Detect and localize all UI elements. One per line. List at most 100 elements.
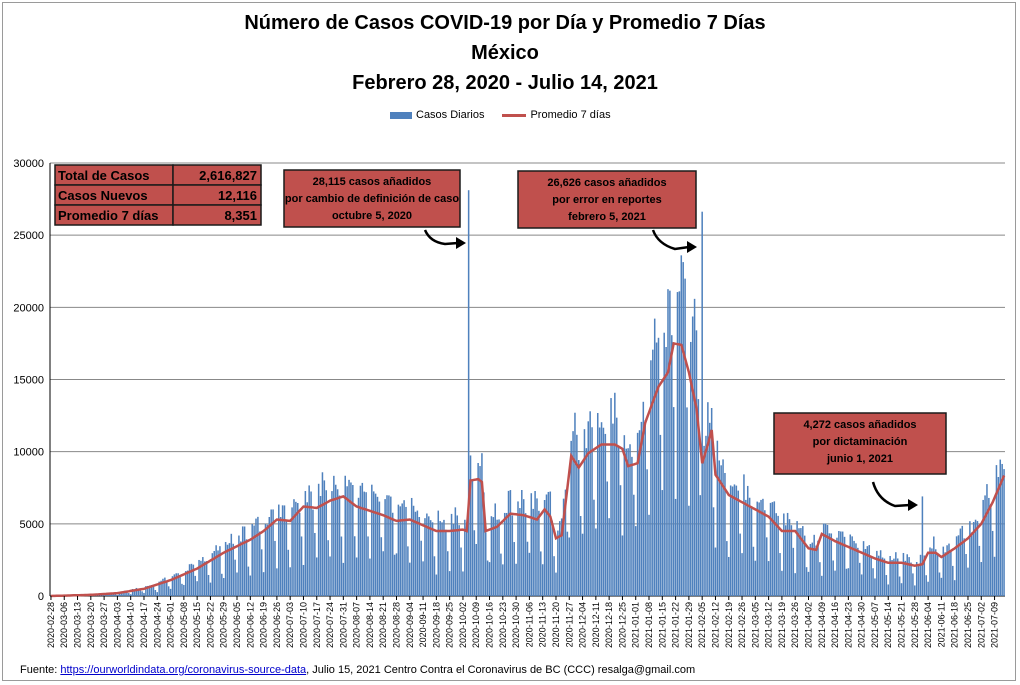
daily-bar (215, 545, 217, 596)
daily-bar (648, 514, 650, 596)
x-tick-label: 2020-02-28 (46, 602, 56, 648)
legend-line-swatch (502, 113, 527, 117)
daily-bar (883, 558, 886, 596)
daily-bar (617, 447, 620, 596)
daily-bar (555, 572, 557, 596)
daily-bar (317, 483, 320, 596)
daily-bar (232, 543, 234, 596)
daily-bar (116, 594, 119, 596)
daily-bar (367, 536, 369, 596)
daily-bar (980, 562, 983, 596)
daily-bar (889, 556, 891, 596)
daily-bar (695, 330, 698, 596)
source-link[interactable]: https://ourworldindata.org/coronavirus-s… (60, 664, 307, 676)
daily-bar (281, 505, 284, 596)
daily-bar (686, 407, 688, 596)
daily-bar (805, 567, 808, 596)
source-prefix: Fuente: (20, 664, 61, 676)
daily-bar (236, 572, 238, 596)
daily-bar (126, 591, 128, 596)
daily-bar (879, 550, 882, 596)
daily-bar (319, 496, 322, 596)
daily-bar (982, 499, 984, 596)
daily-bar (350, 482, 352, 596)
daily-bar (486, 560, 489, 596)
y-axis: 0 5000 10000 15000 20000 25000 30000 (13, 158, 51, 603)
daily-bar (735, 485, 738, 596)
daily-bar (207, 574, 210, 596)
chart-title-line-2: México (471, 42, 539, 64)
daily-bar (101, 594, 103, 596)
daily-bar (957, 535, 960, 596)
daily-bar (610, 398, 612, 596)
daily-bar (688, 505, 690, 596)
daily-bar (184, 571, 187, 596)
daily-bar (422, 561, 424, 596)
daily-bar (557, 530, 559, 596)
x-tick-label: 2020-07-24 (325, 602, 335, 648)
daily-bar (390, 496, 392, 596)
daily-bar (896, 558, 899, 596)
daily-bar (881, 557, 884, 596)
daily-bar (219, 546, 221, 596)
daily-bar (426, 513, 428, 596)
summary-value: 2,616,827 (199, 168, 257, 183)
summary-label: Promedio 7 días (58, 208, 158, 223)
daily-bar (304, 491, 307, 596)
daily-bar (414, 511, 417, 596)
daily-bar (838, 531, 840, 596)
x-tick-label: 2021-02-12 (710, 602, 720, 648)
daily-bar (707, 402, 709, 596)
summary-label: Total de Casos (58, 168, 150, 183)
daily-bar (826, 524, 829, 596)
daily-bar (344, 475, 346, 596)
daily-bar (769, 502, 772, 596)
daily-bar (437, 510, 440, 596)
daily-bar (479, 466, 481, 596)
x-tick-label: 2020-10-30 (511, 602, 521, 648)
x-tick-label: 2021-05-14 (883, 602, 893, 648)
daily-bar (522, 499, 525, 596)
daily-bar (650, 360, 652, 596)
daily-bar (141, 591, 143, 596)
daily-bar (276, 568, 278, 596)
daily-bar (183, 584, 185, 596)
daily-bar (331, 491, 333, 596)
daily-bar (885, 575, 888, 596)
daily-bar (464, 519, 466, 596)
daily-bar (644, 420, 646, 596)
daily-bar (765, 537, 768, 596)
daily-bar (312, 509, 314, 596)
daily-bar (600, 422, 603, 596)
daily-bar (579, 516, 582, 596)
daily-bar (847, 568, 850, 596)
daily-bar (925, 575, 927, 596)
daily-bar (154, 590, 157, 596)
daily-bar (484, 532, 487, 596)
daily-bar (684, 278, 686, 596)
daily-bar (572, 431, 574, 596)
daily-bar (446, 551, 449, 596)
daily-bar (716, 440, 719, 596)
daily-bar (222, 578, 225, 596)
daily-bar (625, 448, 627, 596)
annotation-arrow (871, 481, 911, 508)
x-tick-label: 2020-09-11 (418, 602, 428, 647)
daily-bar (798, 528, 800, 596)
daily-bar (574, 412, 576, 596)
daily-bar (333, 475, 335, 596)
daily-bar (238, 535, 240, 596)
daily-bar (456, 515, 459, 596)
daily-bar (817, 540, 819, 596)
x-tick-label: 2020-06-05 (232, 602, 242, 648)
daily-bar (676, 292, 679, 596)
daily-bar (291, 507, 293, 596)
daily-bar (834, 570, 836, 596)
daily-bar (864, 548, 867, 596)
daily-bar (821, 575, 823, 596)
daily-bar (657, 337, 660, 596)
daily-bar (619, 485, 622, 596)
daily-bar (196, 581, 198, 596)
daily-bar (699, 495, 702, 596)
x-tick-label: 2020-07-03 (285, 602, 295, 648)
